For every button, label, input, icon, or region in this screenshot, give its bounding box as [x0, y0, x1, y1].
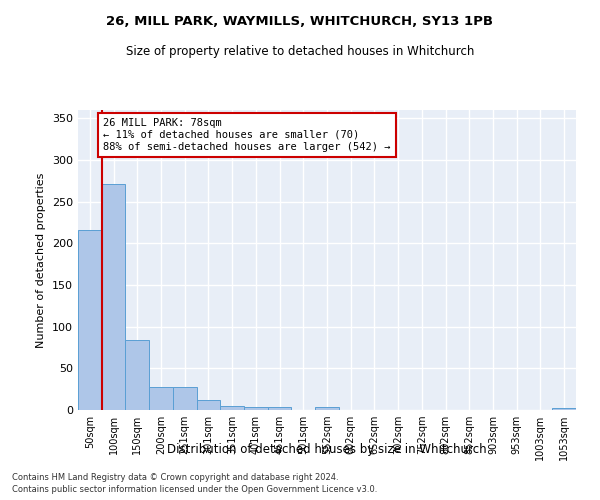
Text: Contains public sector information licensed under the Open Government Licence v3: Contains public sector information licen… [12, 486, 377, 494]
Bar [197, 400, 220, 410]
Bar [244, 406, 268, 410]
Bar [220, 406, 244, 410]
Bar [78, 230, 102, 410]
Bar [102, 184, 125, 410]
Bar [268, 406, 292, 410]
Text: Contains HM Land Registry data © Crown copyright and database right 2024.: Contains HM Land Registry data © Crown c… [12, 473, 338, 482]
Text: Distribution of detached houses by size in Whitchurch: Distribution of detached houses by size … [167, 442, 487, 456]
Bar [315, 406, 339, 410]
Text: 26, MILL PARK, WAYMILLS, WHITCHURCH, SY13 1PB: 26, MILL PARK, WAYMILLS, WHITCHURCH, SY1… [107, 15, 493, 28]
Bar [173, 386, 197, 410]
Y-axis label: Number of detached properties: Number of detached properties [37, 172, 46, 348]
Text: 26 MILL PARK: 78sqm
← 11% of detached houses are smaller (70)
88% of semi-detach: 26 MILL PARK: 78sqm ← 11% of detached ho… [103, 118, 391, 152]
Bar [552, 408, 576, 410]
Bar [125, 340, 149, 410]
Bar [149, 386, 173, 410]
Text: Size of property relative to detached houses in Whitchurch: Size of property relative to detached ho… [126, 45, 474, 58]
